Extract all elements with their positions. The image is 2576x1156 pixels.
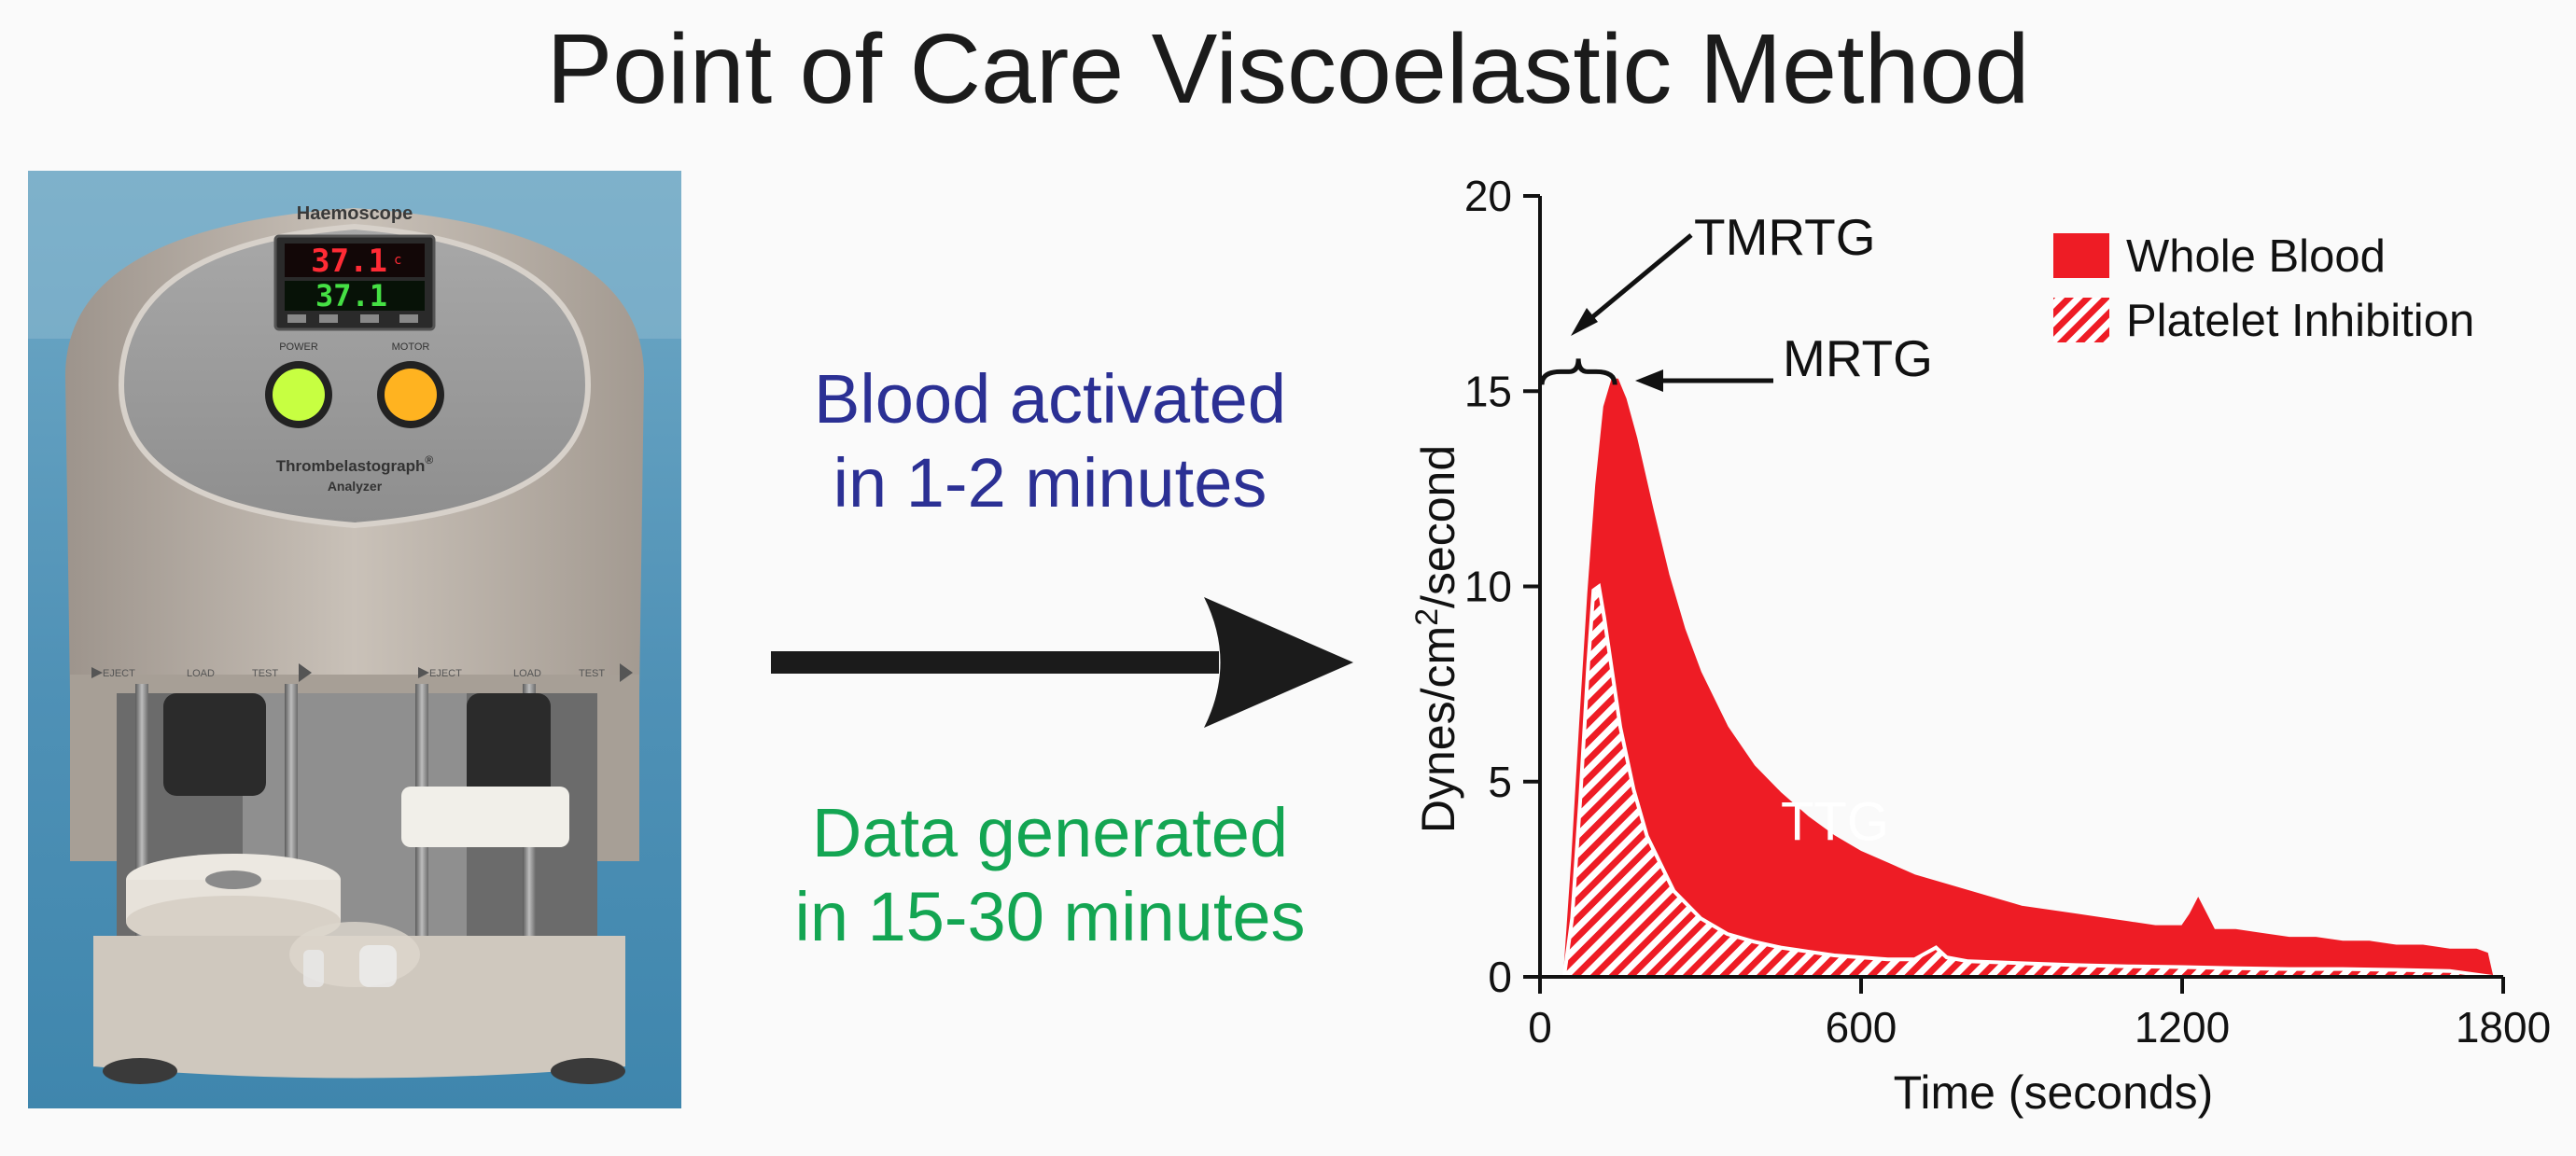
generation-line-2: in 15-30 minutes	[794, 878, 1306, 955]
power-light-icon	[273, 369, 325, 421]
right-rail-test-label: TEST	[579, 668, 605, 679]
left-rail-test-label: TEST	[252, 668, 278, 679]
y-axis-title-sup: 2	[1409, 608, 1445, 626]
y-tick-label: 0	[1488, 953, 1512, 1001]
x-tick-label: 1200	[2135, 1003, 2230, 1052]
teg-chart: 0 600 1200 1800 0 5 10 15 20 Whole Blood Platele…	[1409, 172, 2551, 1119]
ttg-label: TTG	[1781, 792, 1889, 853]
tmrtg-label: TMRTG	[1694, 208, 1876, 266]
activation-note: Blood activated in 1-2 minutes	[723, 357, 1377, 525]
tmrtg-arrow-icon	[1571, 233, 1693, 336]
motor-label: MOTOR	[392, 341, 430, 353]
device-brand: Haemoscope	[297, 203, 413, 224]
y-tick-label: 5	[1488, 758, 1512, 806]
display-bottom-reading: 37.1	[315, 278, 387, 313]
power-label: POWER	[279, 341, 318, 353]
legend-swatch-whole-blood	[2053, 233, 2109, 278]
left-rail-eject-label: EJECT	[103, 668, 135, 679]
x-tick-label: 1800	[2456, 1003, 2551, 1052]
display-top-reading: 37.1	[311, 243, 387, 280]
figure-title: Point of Care Viscoelastic Method	[546, 14, 2030, 124]
x-tick-label: 600	[1826, 1003, 1897, 1052]
generation-line-1: Data generated	[811, 794, 1289, 871]
y-axis-title-prefix: Dynes/cm	[1412, 626, 1464, 833]
mrtg-arrow-icon	[1635, 369, 1773, 392]
activation-line-2: in 1-2 minutes	[833, 444, 1267, 522]
legend-label-platelet-inhibition: Platelet Inhibition	[2126, 296, 2474, 346]
mrtg-label: MRTG	[1783, 329, 1933, 387]
legend-label-whole-blood: Whole Blood	[2126, 231, 2386, 282]
display-unit: c	[394, 253, 401, 268]
tmrtg-bracket	[1539, 358, 1617, 385]
series-area-whole-blood	[1562, 378, 2494, 978]
registered-mark: ®	[425, 453, 433, 467]
left-rail-load-label: LOAD	[187, 668, 215, 679]
x-axis-title: Time (seconds)	[1894, 1066, 2214, 1119]
y-tick-label: 10	[1464, 563, 1512, 611]
product-sub: Analyzer	[328, 479, 383, 494]
series-area-platelet-inhibition	[1561, 582, 2493, 979]
data-generation-note: Data generated in 15-30 minutes	[723, 791, 1377, 959]
svg-text:Thrombelastograph®: Thrombelastograph®	[276, 453, 434, 475]
y-tick-label: 20	[1464, 172, 1512, 220]
y-axis-title: Dynes/cm2/second	[1409, 445, 1464, 833]
x-tick-label: 0	[1528, 1003, 1552, 1052]
process-arrow-icon	[771, 597, 1353, 728]
right-rail-load-label: LOAD	[513, 668, 541, 679]
product-name: Thrombelastograph	[276, 457, 426, 475]
y-tick-label: 15	[1464, 367, 1512, 415]
legend-swatch-platelet-inhibition	[2053, 298, 2109, 342]
y-axis-title-suffix: /second	[1412, 445, 1464, 608]
device-photo: Haemoscope 37.1 c 37.1 POWER MOTOR Throm…	[28, 171, 681, 1108]
motor-light-icon	[385, 369, 437, 421]
activation-line-1: Blood activated	[813, 360, 1286, 438]
right-rail-eject-label: EJECT	[429, 668, 462, 679]
